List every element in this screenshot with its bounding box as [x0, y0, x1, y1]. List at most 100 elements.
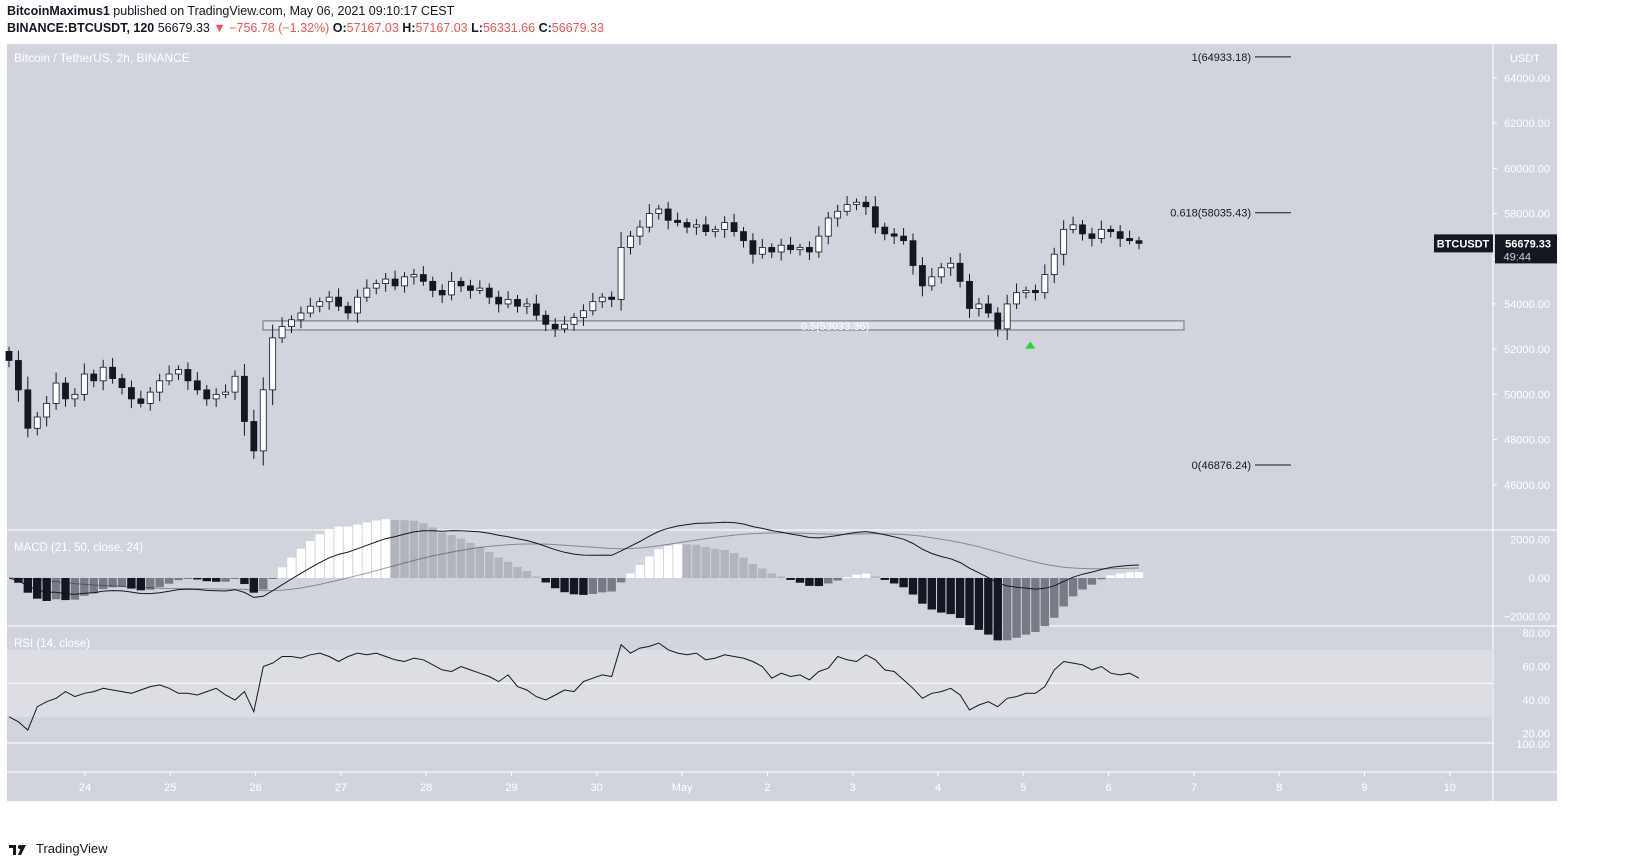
candle-up [523, 298, 531, 315]
candle-body [457, 280, 465, 287]
macd-hist-bar [287, 557, 296, 578]
candle-up [363, 279, 371, 302]
macd-hist-bar [899, 578, 908, 588]
macd-hist-bar [127, 578, 136, 589]
macd-hist-bar [560, 578, 569, 593]
macd-hist-bar [805, 578, 814, 586]
candle-down [241, 364, 248, 436]
candle-up [721, 216, 729, 238]
price-tick-label: 64000.00 [1504, 73, 1550, 85]
macd-hist-bar [193, 578, 202, 580]
macd-hist-bar [748, 564, 758, 578]
macd-hist-bar [984, 578, 993, 635]
candle-down [994, 307, 1002, 337]
macd-hist-bar [739, 557, 748, 578]
candle-down [551, 318, 559, 337]
candle-body [391, 278, 399, 287]
candle-up [758, 238, 766, 259]
macd-hist-bar [692, 544, 701, 578]
candle-body [721, 222, 729, 230]
candle-body [156, 380, 164, 393]
candle-up [278, 317, 286, 343]
price-tick-label: 48000.00 [1504, 435, 1550, 447]
macd-hist-bar [306, 540, 315, 578]
candle-up [1041, 264, 1049, 299]
time-tick-label: 7 [1191, 782, 1197, 794]
candle-down [956, 253, 964, 288]
candle-up [1050, 247, 1058, 284]
candle-body [589, 301, 597, 312]
macd-hist-bar [475, 546, 485, 578]
candle-body [1135, 240, 1143, 244]
candle-down [457, 277, 465, 292]
macd-hist-bar [541, 578, 550, 583]
price-tick-label: 54000.00 [1504, 299, 1550, 311]
candle-down [730, 213, 738, 237]
change-value: −756.78 (−1.32%) [229, 21, 330, 35]
candle-body [853, 201, 860, 205]
macd-hist-bar [33, 578, 42, 599]
candle-body [250, 421, 258, 452]
candle-body [165, 373, 173, 382]
candle-up [448, 271, 455, 301]
time-tick-label: 29 [505, 782, 517, 794]
candle-body [212, 393, 220, 400]
candle-up [504, 291, 512, 309]
candle-body [62, 382, 69, 400]
macd-hist-bar [1106, 575, 1115, 578]
support-zone-box [262, 320, 1185, 331]
candle-body [438, 289, 446, 296]
candle-down [128, 380, 135, 409]
macd-hist-bar [259, 578, 268, 590]
candle-down [900, 228, 907, 245]
candle-body [740, 231, 747, 242]
candle-body [1079, 224, 1086, 235]
candle-down [787, 237, 794, 254]
candle-body [175, 369, 182, 375]
macd-hist-bar [381, 519, 390, 578]
support-zone [262, 320, 1185, 331]
author-name[interactable]: BitcoinMaximus1 [7, 4, 110, 18]
low-value: 56331.66 [482, 21, 536, 35]
macd-hist-bar [918, 578, 927, 604]
macd-hist-bar [1040, 578, 1050, 627]
candle-down [1116, 225, 1124, 247]
macd-hist-bar [513, 566, 522, 578]
time-tick-label: May [672, 782, 693, 794]
candle-body [580, 310, 587, 318]
candle-up [975, 297, 983, 317]
candle-body [909, 240, 917, 266]
time-axis[interactable]: 24 25 26 27 28 29 30 May 2 3 4 5 6 7 8 9 10 [79, 772, 1456, 794]
rsi-tick-label: 100.00 [1516, 739, 1550, 751]
candle-down [702, 216, 710, 237]
candle-up [928, 268, 936, 291]
symbol-tag-text: BTCUSDT [1437, 238, 1490, 250]
candle-body [476, 287, 484, 291]
macd-hist-bar [1031, 578, 1040, 632]
candle-body [419, 274, 427, 282]
brand[interactable]: TradingView [8, 841, 108, 856]
candle-down [118, 373, 126, 395]
macd-hist-bar [550, 578, 560, 589]
macd-hist-bar [70, 578, 80, 600]
macd-hist-bar [183, 578, 193, 580]
time-tick-label: 27 [335, 782, 347, 794]
macd-hist-bar [579, 578, 588, 595]
candle-body [928, 276, 936, 287]
candle-body [532, 303, 540, 316]
candle-body [994, 312, 1002, 330]
candle-up [853, 198, 860, 211]
candle-body [203, 389, 211, 400]
macd-hist-bar [249, 578, 259, 593]
candle-down [335, 288, 342, 311]
macd-hist-bar [607, 578, 616, 592]
macd-hist-bar [447, 535, 456, 578]
candle-up [71, 388, 79, 408]
macd-hist-bar [682, 544, 692, 578]
macd-pane: 2000.00 0.00 −2000.00 [4, 519, 1550, 641]
macd-hist-bar [51, 578, 61, 600]
macd-hist-bar [1002, 578, 1012, 641]
macd-hist-bar [42, 578, 51, 602]
